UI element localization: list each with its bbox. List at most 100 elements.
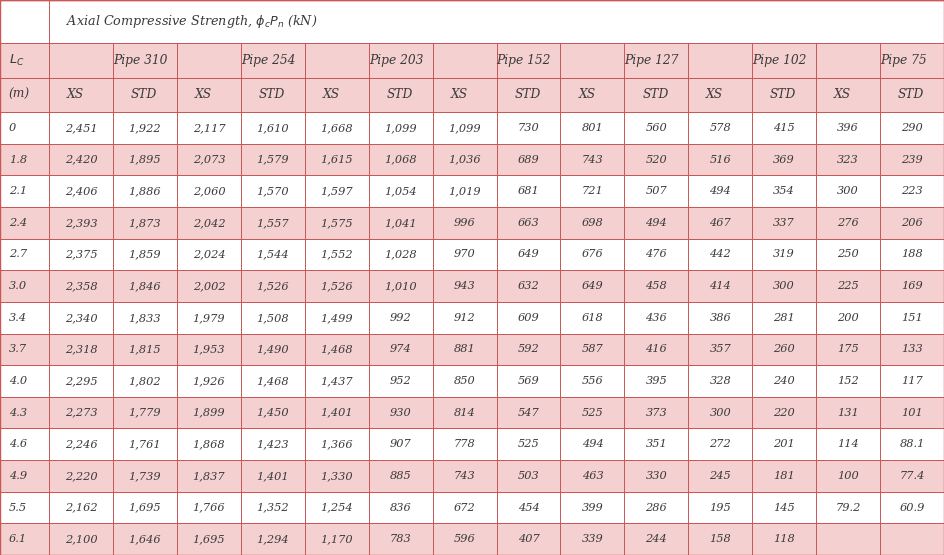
Text: 79.2: 79.2: [835, 502, 861, 513]
Text: 1,468: 1,468: [320, 344, 353, 355]
Text: 743: 743: [582, 154, 603, 165]
Text: 1,815: 1,815: [128, 344, 161, 355]
Text: 974: 974: [390, 344, 412, 355]
Text: 357: 357: [709, 344, 732, 355]
Text: 3.7: 3.7: [8, 344, 27, 355]
Bar: [0, 428, 944, 460]
Text: 2,024: 2,024: [193, 249, 226, 260]
Text: 201: 201: [773, 439, 795, 450]
Text: 1,054: 1,054: [384, 186, 417, 196]
Text: Pipe 102: Pipe 102: [752, 54, 806, 67]
Text: 1,579: 1,579: [257, 154, 289, 165]
Text: 2,406: 2,406: [65, 186, 97, 196]
Text: 681: 681: [517, 186, 539, 196]
Text: 1,437: 1,437: [320, 376, 353, 386]
Text: 5.5: 5.5: [8, 502, 27, 513]
Text: 507: 507: [646, 186, 667, 196]
Text: 145: 145: [773, 502, 795, 513]
Bar: [0, 270, 944, 302]
Text: 2,358: 2,358: [65, 281, 97, 291]
Text: 2,451: 2,451: [65, 123, 97, 133]
Text: 1,926: 1,926: [193, 376, 226, 386]
Text: 1,575: 1,575: [320, 218, 353, 228]
Text: 131: 131: [837, 407, 859, 418]
Text: 337: 337: [773, 218, 795, 228]
Text: STD: STD: [131, 88, 158, 102]
Text: 881: 881: [454, 344, 476, 355]
Bar: [0, 207, 944, 239]
Text: 415: 415: [773, 123, 795, 133]
Text: 260: 260: [773, 344, 795, 355]
Bar: [817, 78, 880, 112]
Text: 2,117: 2,117: [193, 123, 226, 133]
Text: 836: 836: [390, 502, 412, 513]
Bar: [0, 334, 944, 365]
Text: Pipe 254: Pipe 254: [241, 54, 295, 67]
Text: 1,899: 1,899: [193, 407, 226, 418]
Text: 596: 596: [454, 534, 476, 544]
Bar: [49, 78, 113, 112]
Bar: [0, 144, 944, 175]
Text: 1,401: 1,401: [320, 407, 353, 418]
Text: 195: 195: [709, 502, 732, 513]
Text: STD: STD: [770, 88, 797, 102]
Text: 396: 396: [837, 123, 859, 133]
Text: 850: 850: [454, 376, 476, 386]
Text: 698: 698: [582, 218, 603, 228]
Bar: [0, 112, 944, 144]
Bar: [241, 78, 305, 112]
Text: 1,294: 1,294: [257, 534, 289, 544]
Text: 1,366: 1,366: [320, 439, 353, 450]
Text: 151: 151: [902, 312, 923, 323]
Text: 467: 467: [709, 218, 732, 228]
Text: 158: 158: [709, 534, 732, 544]
Text: 1,499: 1,499: [320, 312, 353, 323]
Text: 2.1: 2.1: [8, 186, 27, 196]
Text: 3.4: 3.4: [8, 312, 27, 323]
Text: 454: 454: [517, 502, 539, 513]
Text: 569: 569: [517, 376, 539, 386]
Text: STD: STD: [642, 88, 668, 102]
Text: XS: XS: [579, 88, 596, 102]
Text: 912: 912: [454, 312, 476, 323]
Text: 814: 814: [454, 407, 476, 418]
Text: Pipe 75: Pipe 75: [880, 54, 927, 67]
Text: 416: 416: [646, 344, 667, 355]
Bar: [0, 0, 49, 43]
Bar: [561, 43, 688, 78]
Text: 618: 618: [582, 312, 603, 323]
Bar: [0, 78, 49, 112]
Text: 663: 663: [517, 218, 539, 228]
Bar: [0, 175, 944, 207]
Text: STD: STD: [387, 88, 413, 102]
Text: 2,246: 2,246: [65, 439, 97, 450]
Text: 386: 386: [709, 312, 732, 323]
Text: 672: 672: [454, 502, 476, 513]
Text: 1,544: 1,544: [257, 249, 289, 260]
Text: 1,668: 1,668: [320, 123, 353, 133]
Text: 330: 330: [646, 471, 667, 481]
Text: 290: 290: [902, 123, 923, 133]
Text: 1,330: 1,330: [320, 471, 353, 481]
Text: 1,615: 1,615: [320, 154, 353, 165]
Text: 952: 952: [390, 376, 412, 386]
Bar: [177, 78, 241, 112]
Text: 1,833: 1,833: [128, 312, 161, 323]
Text: 1,099: 1,099: [384, 123, 417, 133]
Text: 240: 240: [773, 376, 795, 386]
Text: 300: 300: [709, 407, 732, 418]
Text: 458: 458: [646, 281, 667, 291]
Text: 996: 996: [454, 218, 476, 228]
Text: 1,019: 1,019: [448, 186, 480, 196]
Bar: [113, 78, 177, 112]
Text: 369: 369: [773, 154, 795, 165]
Text: 354: 354: [773, 186, 795, 196]
Text: 503: 503: [517, 471, 539, 481]
Bar: [0, 460, 944, 492]
Text: 276: 276: [837, 218, 859, 228]
Bar: [688, 78, 752, 112]
Text: 300: 300: [773, 281, 795, 291]
Text: 1,041: 1,041: [384, 218, 417, 228]
Text: 2,420: 2,420: [65, 154, 97, 165]
Text: 175: 175: [837, 344, 859, 355]
